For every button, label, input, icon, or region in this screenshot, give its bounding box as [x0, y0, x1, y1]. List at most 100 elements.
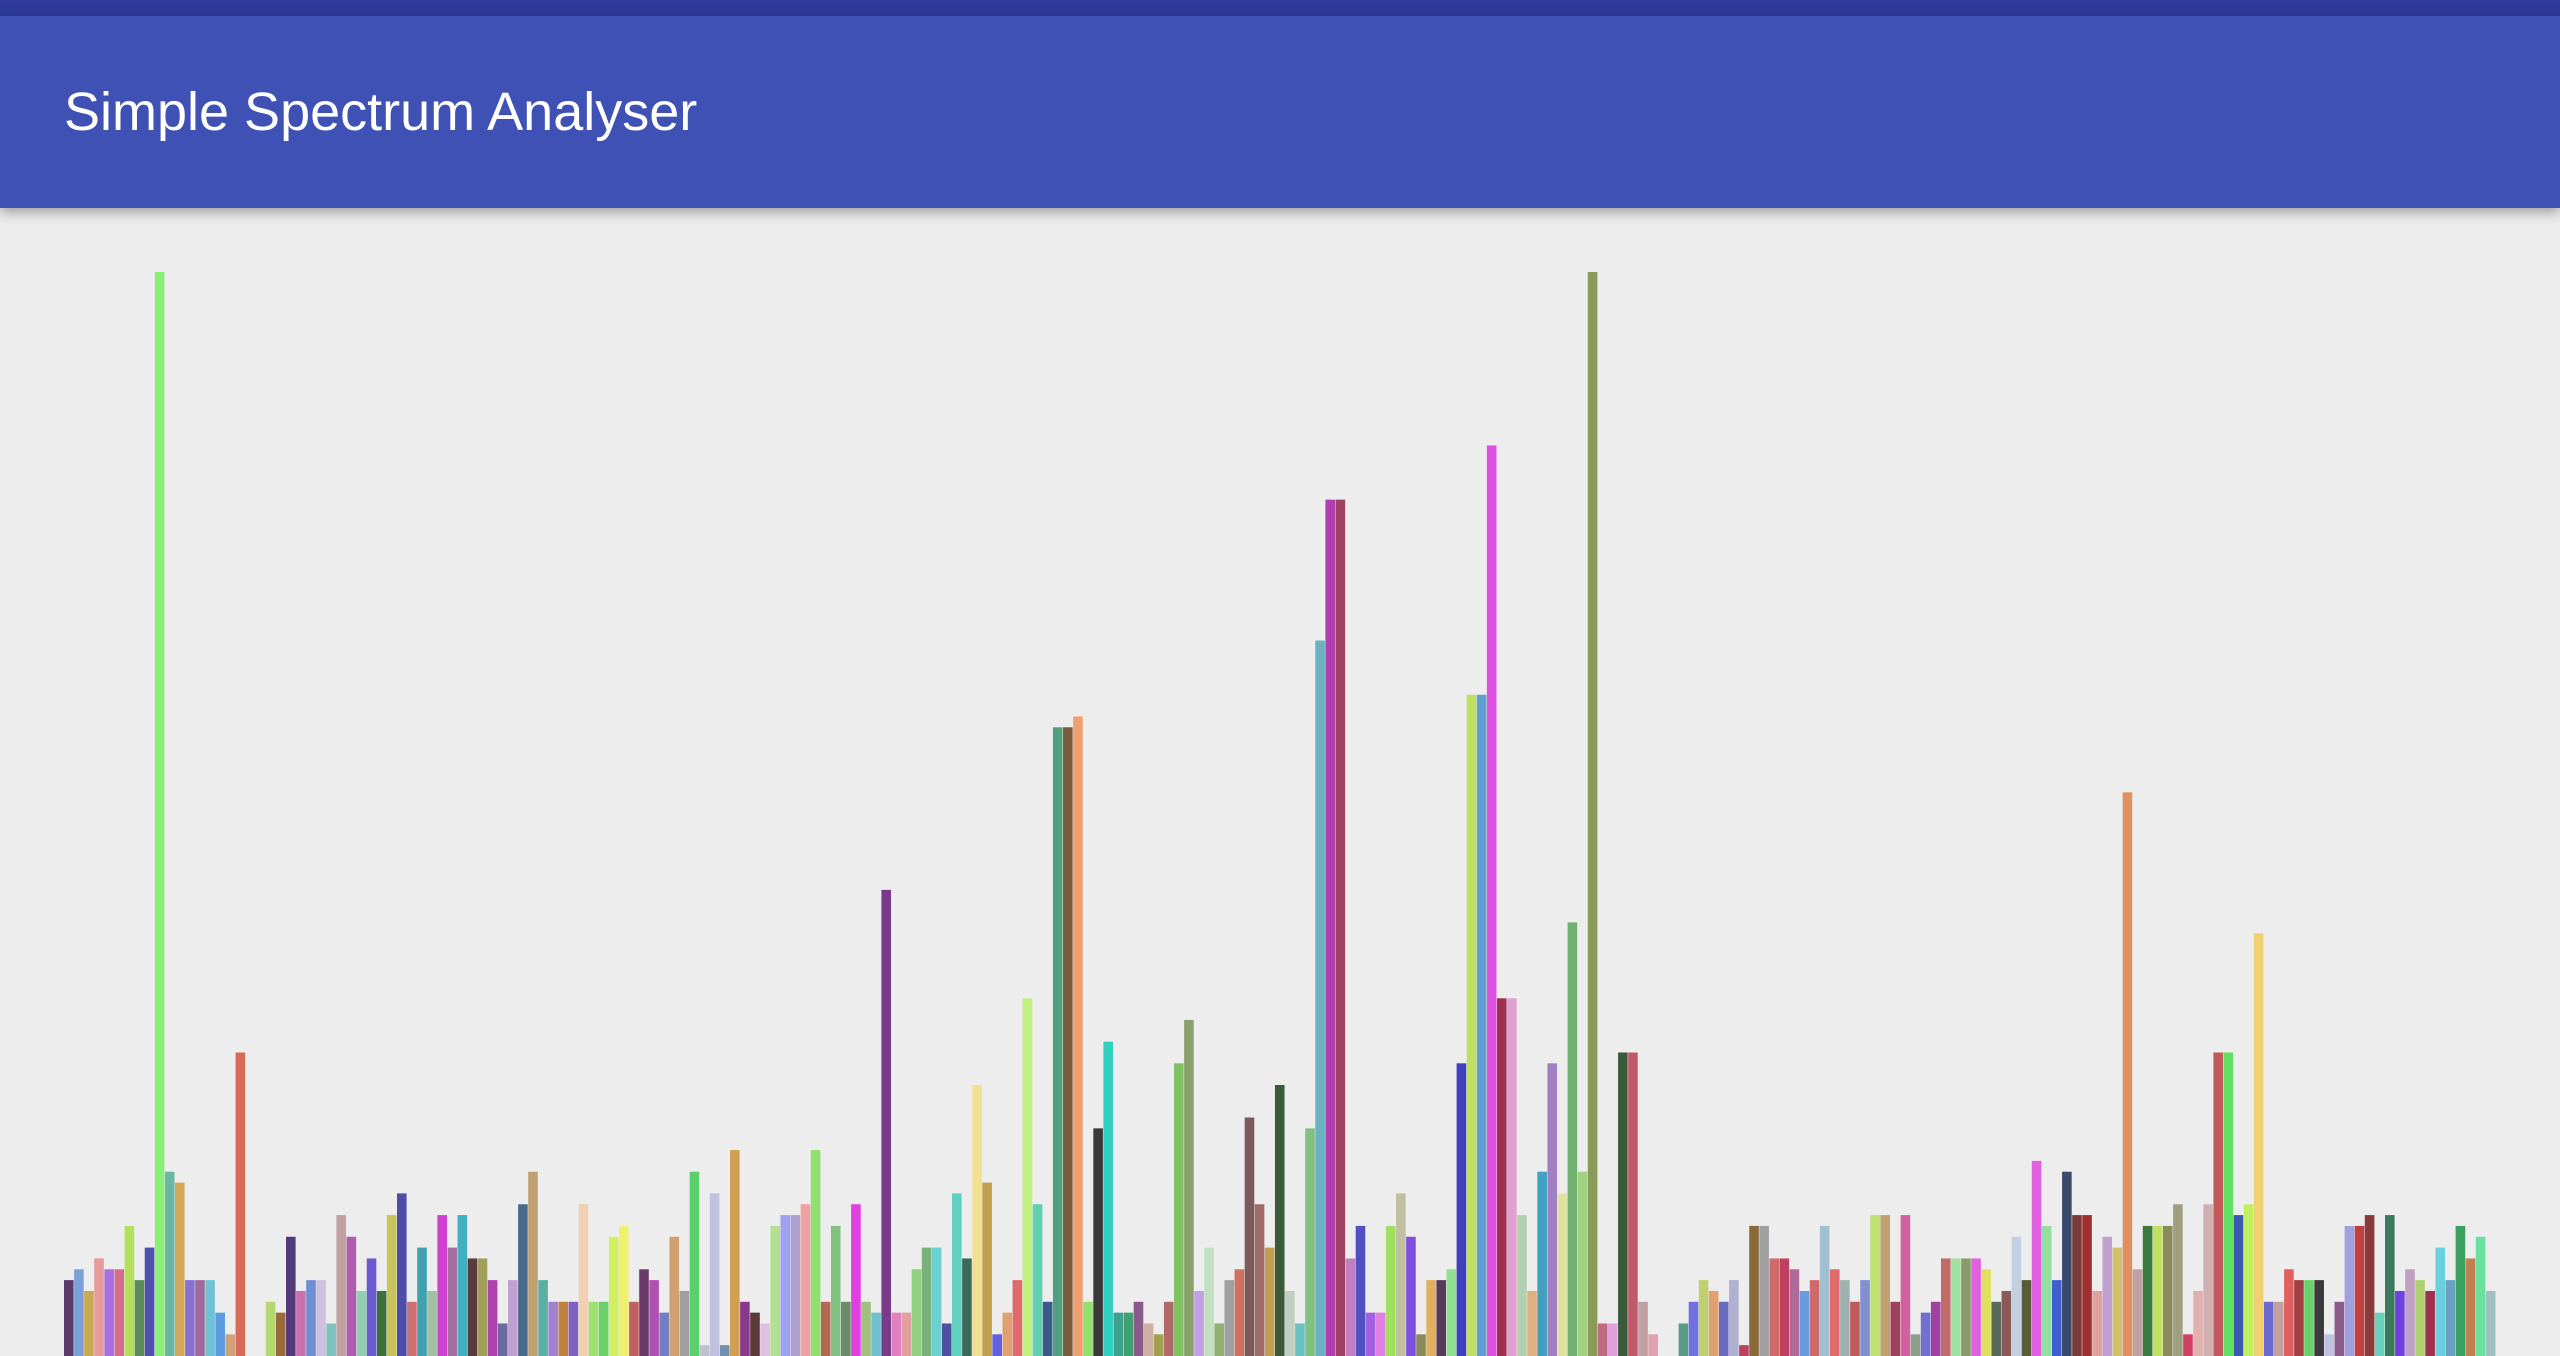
spectrum-bar [1769, 1258, 1780, 1356]
spectrum-bar [1597, 1323, 1608, 1356]
spectrum-bar [235, 1052, 246, 1356]
spectrum-bar [2021, 1280, 2032, 1356]
spectrum-bar [1073, 716, 1083, 1356]
spectrum-bar [2203, 1204, 2213, 1356]
spectrum-bar [972, 1085, 982, 1356]
spectrum-bar [1396, 1193, 1406, 1356]
spectrum-bar [750, 1312, 760, 1356]
spectrum-bar [2253, 933, 2264, 1356]
spectrum-bar [1446, 1269, 1457, 1356]
spectrum-bar [629, 1301, 639, 1356]
spectrum-bar [1264, 1247, 1275, 1356]
spectrum-bar [841, 1301, 851, 1356]
spectrum-bar [134, 1280, 145, 1356]
spectrum-bar [1890, 1301, 1901, 1356]
spectrum-bar [1971, 1258, 1981, 1356]
spectrum-bar [1517, 1215, 1527, 1356]
spectrum-bar [548, 1301, 558, 1356]
spectrum-bar [2183, 1334, 2193, 1356]
spectrum-bar [1143, 1323, 1154, 1356]
spectrum-bar [1537, 1171, 1547, 1356]
spectrum-bar [649, 1280, 659, 1356]
spectrum-bar [1860, 1280, 1870, 1356]
spectrum-bar [871, 1312, 881, 1356]
spectrum-bar [2213, 1052, 2224, 1356]
spectrum-bar [851, 1204, 861, 1356]
spectrum-bar [2082, 1215, 2092, 1356]
spectrum-bar [1698, 1280, 1709, 1356]
spectrum-bar [104, 1269, 114, 1356]
spectrum-bar [1335, 499, 1346, 1356]
spectrum-bar [962, 1258, 972, 1356]
spectrum-bar [2374, 1312, 2385, 1356]
spectrum-bar [1739, 1345, 1749, 1356]
spectrum-bar [952, 1193, 962, 1356]
spectrum-bar [1345, 1258, 1356, 1356]
spectrum-bar [497, 1323, 508, 1356]
spectrum-bar [326, 1323, 336, 1356]
spectrum-bar [175, 1182, 185, 1356]
spectrum-bar [1910, 1334, 1921, 1356]
spectrum-bar [2132, 1269, 2143, 1356]
spectrum-bar [94, 1258, 104, 1356]
spectrum-bar [1991, 1301, 2002, 1356]
spectrum-bar [730, 1150, 740, 1356]
spectrum-bar [447, 1247, 458, 1356]
spectrum-bar [164, 1171, 175, 1356]
spectrum-bar [982, 1182, 992, 1356]
spectrum-bar [1779, 1258, 1790, 1356]
spectrum-bar [578, 1204, 589, 1356]
spectrum-bar [2092, 1290, 2102, 1356]
spectrum-bar [2425, 1290, 2435, 1356]
spectrum-bar [1254, 1204, 1265, 1356]
spectrum-bar [1809, 1280, 1820, 1356]
spectrum-bar [699, 1345, 710, 1356]
spectrum-bar [1153, 1334, 1164, 1356]
spectrum-bar [1174, 1063, 1184, 1356]
spectrum-bar [1587, 272, 1598, 1356]
spectrum-bar [1880, 1215, 1891, 1356]
status-bar [0, 0, 2560, 16]
spectrum-bar [2051, 1280, 2062, 1356]
spectrum-bar [1163, 1301, 1174, 1356]
spectrum-bar [1305, 1128, 1315, 1356]
spectrum-bar [1385, 1225, 1396, 1356]
spectrum-bar [2122, 792, 2133, 1356]
spectrum-bar [1678, 1323, 1689, 1356]
spectrum-bar [185, 1280, 195, 1356]
spectrum-bar [760, 1323, 770, 1356]
spectrum-bar [195, 1280, 205, 1356]
spectrum-bar [346, 1236, 357, 1356]
spectrum-bar [2304, 1280, 2314, 1356]
spectrum-bar [1486, 445, 1497, 1356]
spectrum-bar [74, 1269, 84, 1356]
spectrum-bar [2465, 1258, 2476, 1356]
spectrum-bar [992, 1334, 1002, 1356]
spectrum-bar [215, 1312, 225, 1356]
spectrum-bar [2011, 1236, 2022, 1356]
spectrum-bar [2001, 1290, 2012, 1356]
spectrum-bar [598, 1301, 609, 1356]
spectrum-bar [2445, 1280, 2456, 1356]
app-title: Simple Spectrum Analyser [64, 82, 698, 142]
spectrum-bar [1103, 1041, 1113, 1356]
spectrum-bar [1224, 1280, 1235, 1356]
spectrum-bar [1123, 1312, 1134, 1356]
spectrum-bar [2314, 1280, 2324, 1356]
spectrum-bar [2294, 1280, 2304, 1356]
spectrum-bar [1829, 1269, 1840, 1356]
spectrum-bar [467, 1258, 478, 1356]
spectrum-bar [114, 1269, 125, 1356]
spectrum-bar [1527, 1290, 1537, 1356]
spectrum-bar [397, 1193, 407, 1356]
spectrum-bar [1759, 1225, 1769, 1356]
spectrum-bar [2243, 1204, 2254, 1356]
spectrum-bar [1628, 1052, 1638, 1356]
spectrum-chart [64, 272, 2496, 1356]
spectrum-bar [558, 1301, 569, 1356]
spectrum-bar [1406, 1236, 1416, 1356]
spectrum-bar [1466, 694, 1477, 1356]
spectrum-bar [84, 1290, 94, 1356]
spectrum-bar [810, 1150, 821, 1356]
spectrum-bar [669, 1236, 680, 1356]
